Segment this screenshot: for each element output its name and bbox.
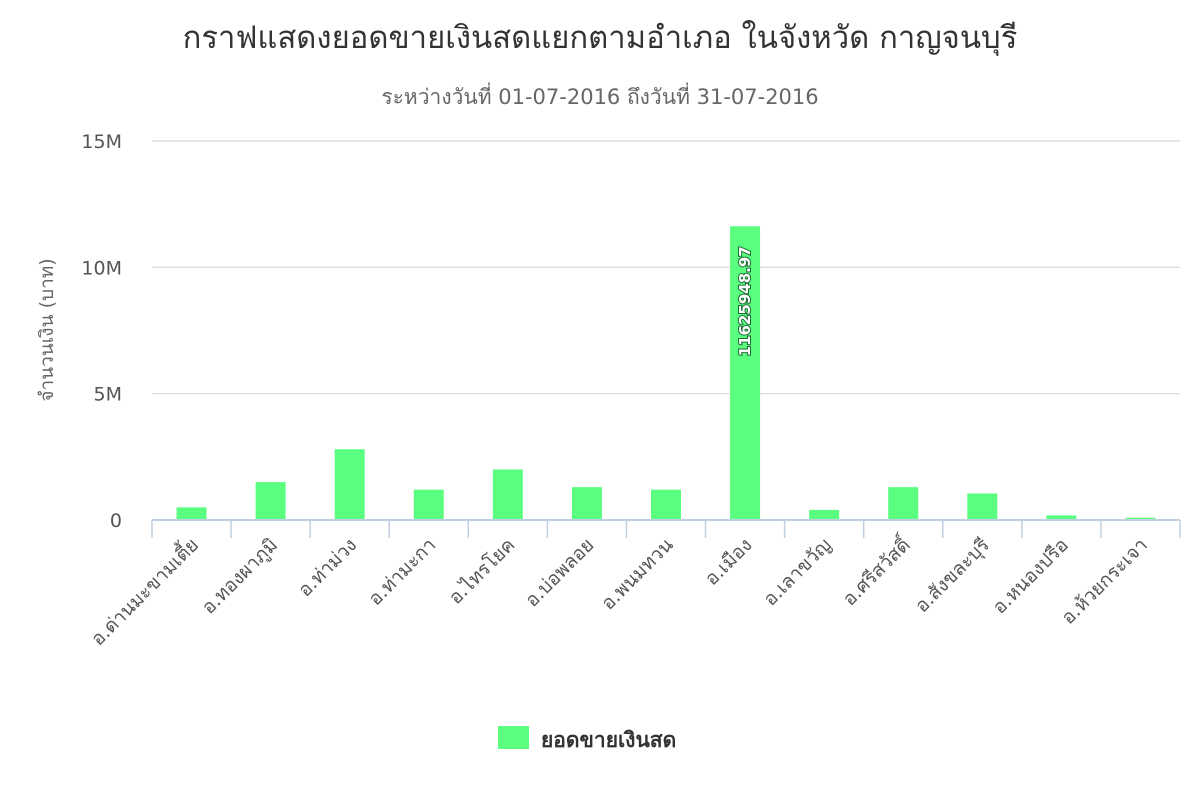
bar[interactable]: [413, 489, 444, 520]
bar[interactable]: [176, 507, 207, 520]
y-tick-label: 5M: [94, 384, 122, 406]
x-tick-label: อ.เมือง: [701, 534, 757, 590]
y-axis-ticks: 0 5M 10M 15M: [81, 131, 122, 532]
legend-swatch[interactable]: [498, 726, 529, 749]
x-tick-label: อ.หนองปรือ: [989, 534, 1073, 618]
y-tick-label: 10M: [81, 257, 122, 279]
x-tick-label: อ.บ่อพลอย: [521, 534, 599, 612]
bar[interactable]: [730, 226, 761, 520]
gridlines: [152, 140, 1180, 395]
data-labels: 11625948.97: [735, 245, 755, 357]
chart-title: กราฟแสดงยอดขายเงินสดแยกตามอำเภอ ในจังหวั…: [183, 20, 1018, 57]
bar[interactable]: [809, 509, 840, 520]
x-tick-label: อ.ไทรโยค: [444, 533, 520, 609]
y-tick-label: 15M: [81, 131, 122, 153]
x-tick-label: อ.ด่านมะขามเตี้ย: [85, 532, 203, 650]
y-axis-label: จำนวนเงิน (บาท): [36, 258, 58, 401]
chart-subtitle: ระหว่างวันที่ 01-07-2016 ถึงวันที่ 31-07…: [381, 82, 818, 109]
bar[interactable]: [1046, 515, 1077, 520]
bar[interactable]: [492, 469, 523, 520]
bar-series: [176, 226, 1156, 520]
x-tick-label: อ.เลาขวัญ: [759, 534, 835, 610]
bar[interactable]: [888, 487, 919, 520]
x-tick-label: อ.พนมทวน: [597, 534, 677, 614]
bar[interactable]: [651, 489, 681, 520]
x-tick-label: อ.สังขละบุรี: [911, 534, 995, 618]
legend[interactable]: ยอดขายเงินสด: [498, 726, 676, 752]
bar[interactable]: [571, 487, 602, 520]
x-tick-label: อ.ทองผาภูมิ: [198, 534, 283, 619]
x-tick-label: อ.ท่ามะกา: [364, 534, 440, 610]
bar[interactable]: [334, 449, 365, 520]
x-tick-label: อ.ศรีสวัสดิ์: [836, 530, 917, 611]
bar[interactable]: [967, 493, 998, 520]
bar[interactable]: [255, 482, 286, 520]
bar[interactable]: [1125, 517, 1156, 520]
x-axis-ticks: อ.ด่านมะขามเตี้ยอ.ทองผาภูมิ อ.ท่าม่วง อ.ท่…: [85, 530, 1152, 650]
x-axis: [151, 519, 1181, 538]
data-label: 11625948.97: [736, 246, 754, 356]
legend-label[interactable]: ยอดขายเงินสด: [541, 728, 676, 752]
y-tick-label: 0: [110, 510, 122, 532]
x-tick-label: อ.ท่าม่วง: [294, 534, 361, 601]
